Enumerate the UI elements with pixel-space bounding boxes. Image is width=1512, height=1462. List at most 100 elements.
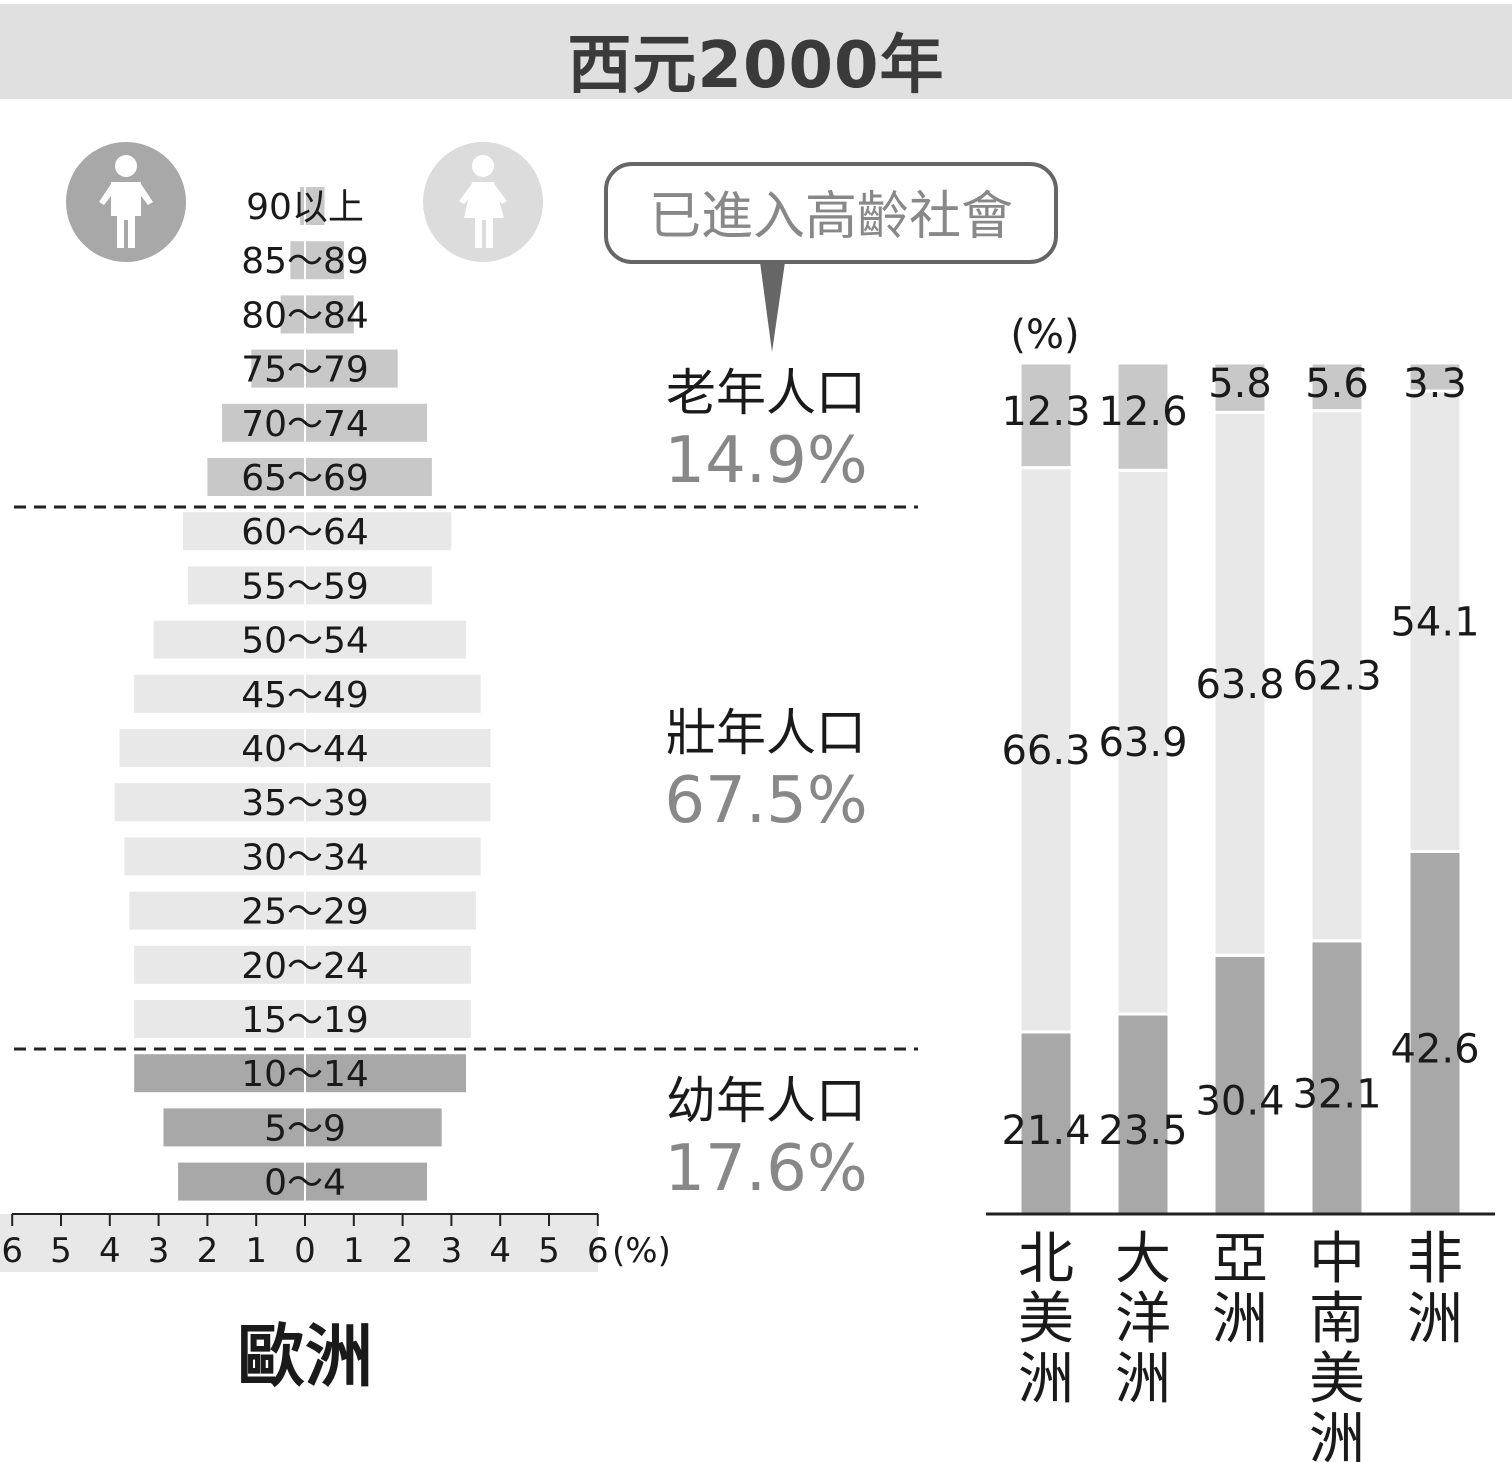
pyramid-bar-right-7 xyxy=(305,566,432,605)
continent-label: 美 xyxy=(1309,1347,1365,1412)
age-label: 50～54 xyxy=(241,621,369,662)
pyramid-bar-left-2 xyxy=(280,295,305,334)
age-label: 40～44 xyxy=(241,729,369,770)
stacked-bar-working xyxy=(1212,410,1268,957)
age-label: 90以上 xyxy=(246,187,364,228)
axis-tick-label: 3 xyxy=(441,1231,463,1271)
pyramid-bar-right-16 xyxy=(305,1054,467,1093)
continent-label: 非 xyxy=(1407,1227,1463,1292)
group-name: 幼年人口 xyxy=(666,1072,866,1130)
pyramid-bar-left-6 xyxy=(183,512,305,551)
pyramid-bar-left-9 xyxy=(134,674,305,713)
stacked-value-label: 32.1 xyxy=(1292,1071,1381,1117)
pyramid-bar-right-13 xyxy=(305,891,476,930)
axis-tick-label: 2 xyxy=(392,1231,414,1271)
pyramid-bar-right-17 xyxy=(305,1108,442,1147)
pyramid-bar-right-1 xyxy=(305,241,345,280)
continent-label: 洋 xyxy=(1115,1287,1171,1352)
stacked-value-label: 23.5 xyxy=(1098,1108,1187,1154)
pyramid-title: 歐洲 xyxy=(237,1318,373,1397)
age-label: 35～39 xyxy=(241,783,369,824)
axis-tick-label: 4 xyxy=(99,1231,121,1271)
pyramid-bar-left-8 xyxy=(153,620,305,659)
group-name: 壯年人口 xyxy=(666,704,866,762)
stacked-bar-old xyxy=(1407,361,1463,393)
pyramid-bar-left-0 xyxy=(300,187,305,225)
age-label: 5～9 xyxy=(264,1108,346,1149)
pyramid-bar-right-11 xyxy=(305,783,491,822)
group-percent: 14.9% xyxy=(664,424,867,498)
age-label: 0～4 xyxy=(264,1163,346,1204)
stacked-value-label: 62.3 xyxy=(1292,654,1381,700)
stacked-value-label: 12.6 xyxy=(1098,389,1187,435)
age-label: 70～74 xyxy=(241,404,369,445)
pyramid-x-axis: 6 5 4 3 2 1 0 1 2 3 4 5 6 (%)歐洲 xyxy=(0,1213,671,1397)
pyramid-bar-left-11 xyxy=(114,783,306,822)
group-percent: 67.5% xyxy=(664,764,867,838)
pyramid-bar-right-12 xyxy=(305,837,481,876)
age-label: 55～59 xyxy=(241,566,369,607)
axis-tick-label: 0 xyxy=(294,1231,316,1271)
stacked-bar-young xyxy=(1018,1030,1074,1216)
pyramid-bar-left-10 xyxy=(119,729,305,767)
age-label: 20～24 xyxy=(241,946,369,987)
pyramid-bar-right-6 xyxy=(305,512,452,551)
pyramid-bar-right-18 xyxy=(305,1162,427,1201)
continent-label: 美 xyxy=(1018,1287,1074,1352)
group-percent: 17.6% xyxy=(664,1132,867,1206)
pyramid-bar-left-3 xyxy=(251,349,305,388)
stacked-value-label: 42.6 xyxy=(1390,1027,1479,1073)
continent-label: 南 xyxy=(1309,1287,1365,1352)
pyramid-bar-left-4 xyxy=(222,403,305,442)
pyramid-bar-right-4 xyxy=(305,403,427,442)
group-name: 老年人口 xyxy=(666,364,866,422)
pyramid-bar-right-8 xyxy=(305,620,467,659)
axis-tick-label: 2 xyxy=(197,1231,219,1271)
axis-tick-label: 5 xyxy=(538,1231,560,1271)
age-label: 45～49 xyxy=(241,675,369,716)
continent-label: 亞 xyxy=(1212,1227,1268,1292)
male-person-icon xyxy=(66,142,186,262)
age-label: 85～89 xyxy=(241,241,369,282)
age-label: 65～69 xyxy=(241,458,369,499)
axis-tick-label: 1 xyxy=(245,1231,267,1271)
continent-label: 中 xyxy=(1309,1227,1365,1292)
stacked-bar-old xyxy=(1115,361,1171,472)
pyramid-bar-right-2 xyxy=(305,295,354,334)
age-label: 25～29 xyxy=(241,892,369,933)
stacked-value-label: 54.1 xyxy=(1390,599,1479,645)
continent-label: 洲 xyxy=(1309,1407,1365,1462)
continent-label: 北 xyxy=(1018,1227,1074,1292)
age-label: 80～84 xyxy=(241,295,369,336)
age-label: 60～64 xyxy=(241,512,369,553)
pyramid-bar-right-10 xyxy=(305,729,491,767)
pyramid-bar-left-15 xyxy=(134,1000,305,1038)
stacked-bar-chart: (%)21.466.312.3北美洲23.563.912.6大洋洲30.463.… xyxy=(986,312,1495,1462)
axis-tick-label: 6 xyxy=(1,1231,23,1271)
axis-tick-label: 3 xyxy=(148,1231,170,1271)
stacked-bar-old xyxy=(1018,361,1074,470)
stacked-value-label: 21.4 xyxy=(1001,1108,1090,1154)
pyramid-unit-label: (%) xyxy=(612,1231,671,1271)
continent-label: 洲 xyxy=(1115,1347,1171,1412)
pyramid-bar-right-9 xyxy=(305,674,481,713)
female-person-icon xyxy=(423,142,543,262)
stacked-bar-old xyxy=(1212,361,1268,414)
continent-label: 洲 xyxy=(1018,1347,1074,1412)
pyramid-bar-left-14 xyxy=(134,945,305,984)
stacked-value-label: 3.3 xyxy=(1403,361,1467,407)
continent-label: 大 xyxy=(1115,1227,1171,1292)
stacked-value-label: 63.9 xyxy=(1098,720,1187,766)
population-pyramid: 90以上 85～89 80～84 75～79 70～74 65～69 60～64 55～59 5… xyxy=(114,180,491,1212)
axis-tick-label: 4 xyxy=(489,1231,511,1271)
stacked-value-label: 63.8 xyxy=(1195,662,1284,708)
age-label: 10～14 xyxy=(241,1054,369,1095)
axis-band xyxy=(0,1214,598,1272)
pyramid-bar-left-16 xyxy=(134,1054,305,1093)
pyramid-bar-left-7 xyxy=(187,566,305,605)
stacked-bar-young xyxy=(1212,953,1268,1216)
callout-text: 已進入高齡社會 xyxy=(649,187,1013,247)
